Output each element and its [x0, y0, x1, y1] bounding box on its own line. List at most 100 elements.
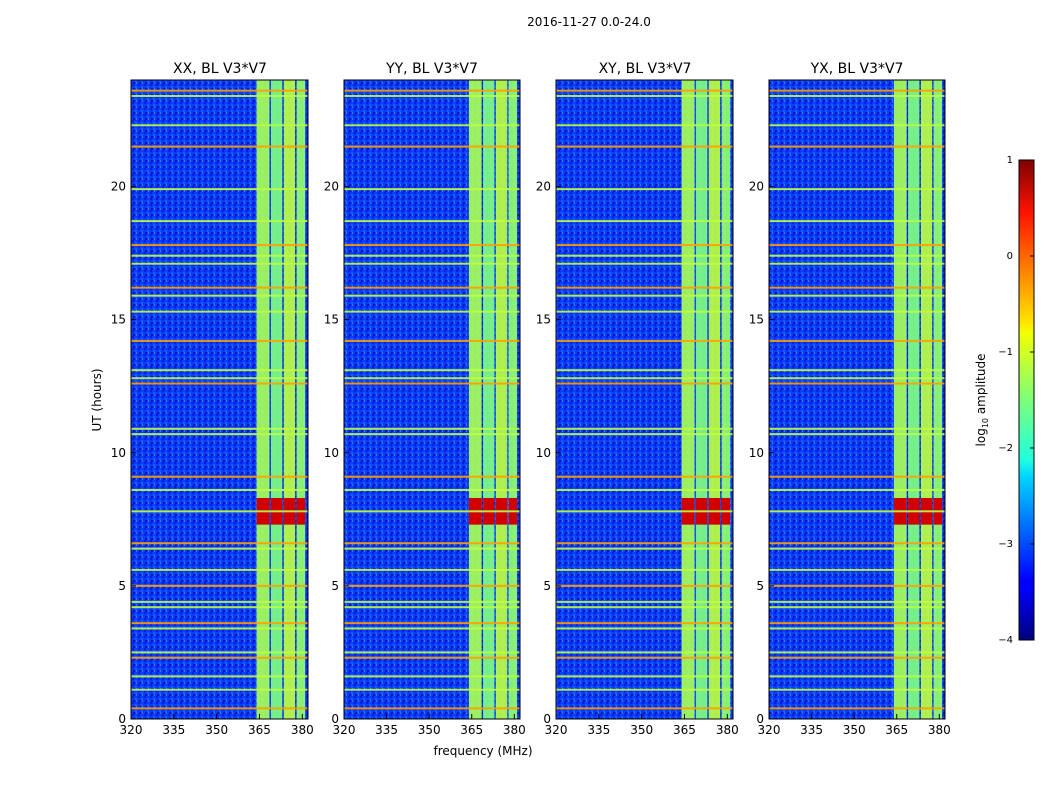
y-tick-label: 0 [331, 712, 339, 726]
rfi-line [344, 622, 520, 625]
rfi-line [344, 600, 520, 603]
rfi-line [769, 510, 945, 513]
rfi-line [556, 377, 733, 380]
rfi-line [769, 124, 945, 127]
rfi-line [769, 675, 945, 678]
rfi-line [769, 145, 945, 148]
rfi-line [344, 94, 520, 97]
rfi-line [344, 433, 520, 436]
rfi-line [556, 606, 733, 609]
x-tick-label: 335 [375, 723, 398, 737]
rfi-line [769, 244, 945, 247]
x-tick-label: 380 [291, 723, 314, 737]
rfi-line [556, 542, 733, 545]
rfi-line [131, 627, 308, 630]
y-tick-label: 0 [756, 712, 764, 726]
y-tick-label: 5 [118, 579, 126, 593]
rfi-line [769, 310, 945, 313]
y-tick-label: 20 [536, 180, 551, 194]
colorbar: 10−1−2−3−4 log10 amplitude [974, 155, 1035, 646]
x-tick-label: 335 [162, 723, 185, 737]
rfi-line [344, 568, 520, 571]
rfi-line [769, 547, 945, 550]
rfi-line [131, 286, 308, 289]
rfi-line [344, 262, 520, 265]
rfi-line [556, 89, 733, 92]
rfi-line [556, 433, 733, 436]
rfi-line [556, 584, 733, 587]
colorbar-tick-label: 0 [1007, 251, 1013, 262]
rfi-line [131, 94, 308, 97]
rfi-line [344, 627, 520, 630]
y-tick-label: 20 [749, 180, 764, 194]
x-tick-label: 320 [333, 723, 356, 737]
y-tick-label: 15 [111, 313, 126, 327]
panel-title: XX, BL V3*V7 [173, 61, 267, 77]
rfi-line [769, 656, 945, 659]
rfi-line [556, 94, 733, 97]
x-tick-label: 365 [460, 723, 483, 737]
rfi-line [344, 220, 520, 223]
rfi-line [769, 339, 945, 342]
plot-frame [343, 79, 521, 720]
rfi-line [131, 568, 308, 571]
rfi-line [344, 310, 520, 313]
rfi-line [769, 220, 945, 223]
rfi-line [344, 339, 520, 342]
x-tick-label: 365 [885, 723, 908, 737]
rfi-line [344, 124, 520, 127]
rfi-line [769, 622, 945, 625]
rfi-line [556, 651, 733, 654]
rfi-line [344, 254, 520, 257]
rfi-line [769, 489, 945, 492]
spectrogram-xy [555, 79, 734, 720]
rfi-line [556, 656, 733, 659]
rfi-line [556, 310, 733, 313]
plot-frame [555, 79, 734, 720]
rfi-line [556, 339, 733, 342]
rfi-line [131, 262, 308, 265]
frequency-band [681, 80, 695, 719]
x-tick-label: 365 [248, 723, 271, 737]
x-tick-label: 380 [928, 723, 951, 737]
x-tick-label: 365 [673, 723, 696, 737]
rfi-line [131, 584, 308, 587]
frequency-band [893, 80, 907, 719]
rfi-line [556, 600, 733, 603]
rfi-line [131, 294, 308, 297]
rfi-line [769, 606, 945, 609]
rfi-line [131, 244, 308, 247]
rfi-line [344, 606, 520, 609]
x-tick-label: 350 [630, 723, 653, 737]
rfi-line [131, 145, 308, 148]
colorbar-tick-label: 1 [1007, 155, 1013, 166]
rfi-line [131, 675, 308, 678]
rfi-line [344, 294, 520, 297]
rfi-line [769, 89, 945, 92]
x-tick-label: 320 [758, 723, 781, 737]
y-tick-label: 15 [749, 313, 764, 327]
frequency-band [270, 80, 283, 719]
rfi-line [769, 433, 945, 436]
rfi-line [556, 547, 733, 550]
spectrogram-yy [343, 79, 521, 720]
colorbar-label: log10 amplitude [974, 354, 990, 447]
rfi-line [131, 707, 308, 710]
frequency-band [483, 80, 495, 719]
rfi-line [131, 124, 308, 127]
rfi-line [556, 220, 733, 223]
spectrogram-xx [130, 79, 309, 720]
rfi-line [556, 627, 733, 630]
x-tick-label: 350 [205, 723, 228, 737]
rfi-line [131, 339, 308, 342]
rfi-line [769, 584, 945, 587]
rfi-line [556, 145, 733, 148]
rfi-line [769, 651, 945, 654]
rfi-line [556, 294, 733, 297]
colorbar-label-suffix: amplitude [974, 354, 988, 418]
colorbar-gradient [1018, 159, 1035, 641]
frequency-band [296, 80, 306, 719]
panel-title: YY, BL V3*V7 [385, 61, 478, 77]
x-tick-label: 380 [503, 723, 526, 737]
rfi-line [769, 188, 945, 191]
